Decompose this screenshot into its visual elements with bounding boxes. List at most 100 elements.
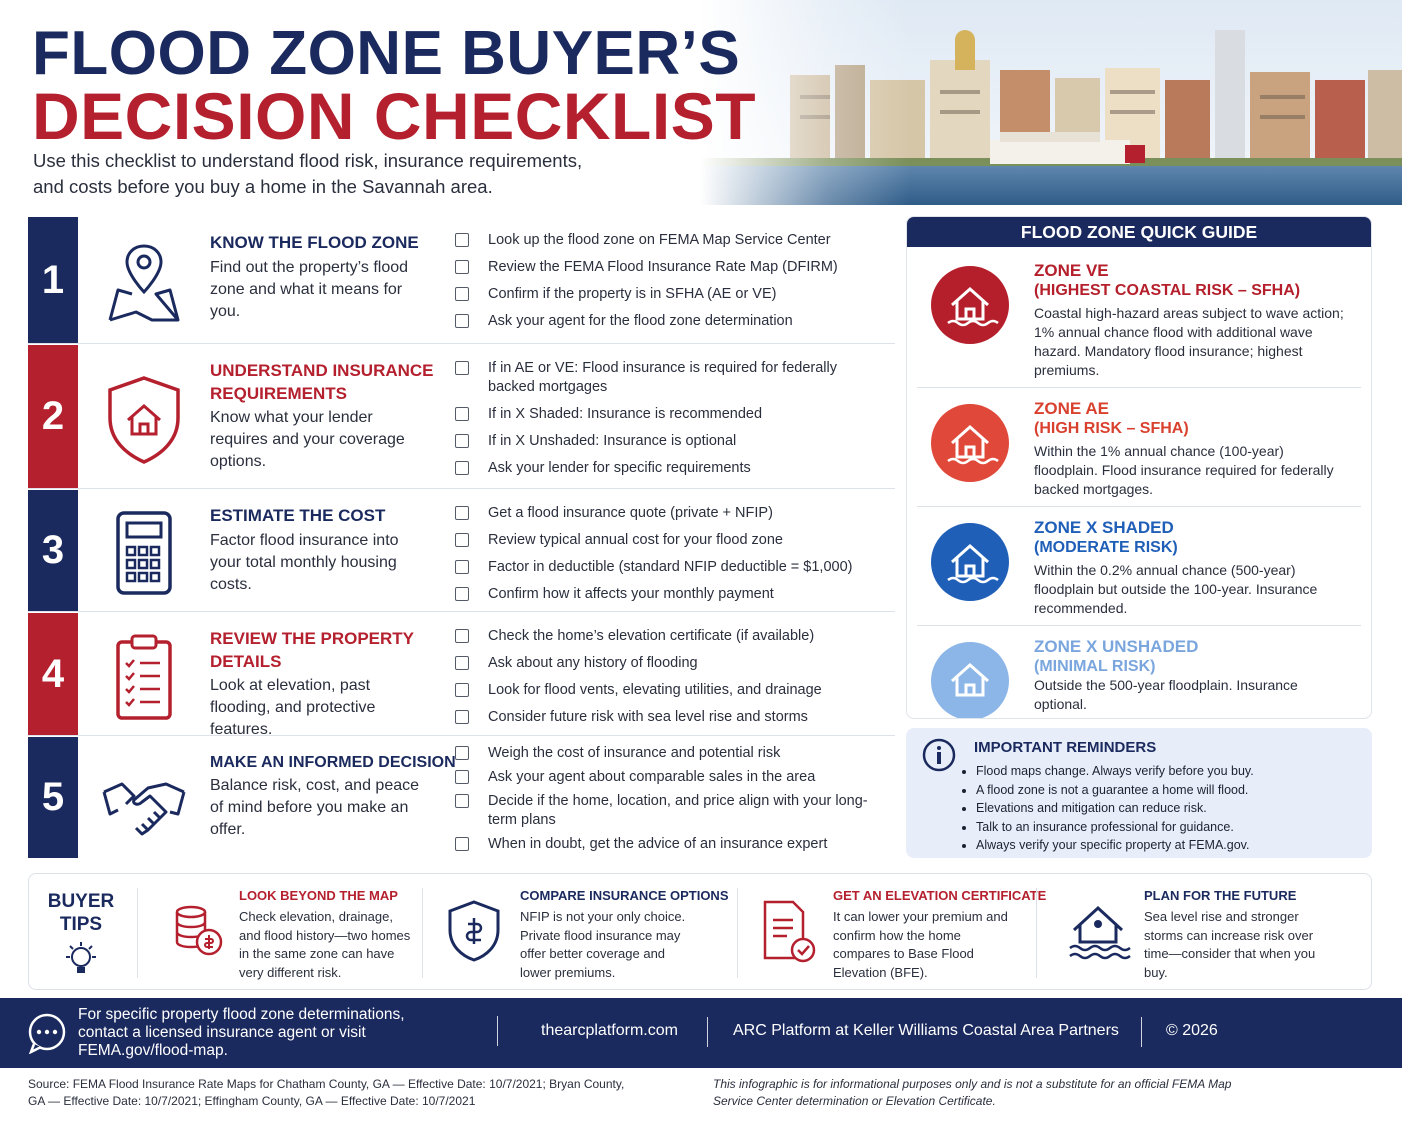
quick-guide-title: FLOOD ZONE QUICK GUIDE: [907, 217, 1371, 247]
step: 4 REVIEW THE PROPERTY DETAILS Look at elev…: [28, 613, 895, 738]
zone-icon: [931, 266, 1009, 344]
reminder-item: Elevations and mitigation can reduce ris…: [976, 799, 1254, 818]
zone-risk: (HIGH RISK – SFHA): [1034, 420, 1189, 437]
zone-risk: (HIGHEST COASTAL RISK – SFHA): [1034, 282, 1301, 299]
step-icon: [108, 376, 180, 464]
checklist-item: Ask about any history of flooding: [455, 654, 885, 673]
source-note: Source: FEMA Flood Insurance Rate Maps f…: [28, 1077, 625, 1108]
checklist-item: Confirm how it affects your monthly paym…: [455, 585, 885, 604]
step-number: 5: [28, 737, 78, 858]
step-description: Find out the property’s flood zone and w…: [210, 259, 409, 320]
step-icon: [116, 511, 172, 595]
buyer-tips: BUYER TIPS LOOK BEYOND THE MAP Check elev…: [28, 873, 1372, 990]
step-description: Factor flood insurance into your total m…: [210, 532, 399, 593]
zone-risk: (MINIMAL RISK): [1034, 658, 1156, 675]
checklist-items: Get a flood insurance quote (private + N…: [455, 504, 885, 612]
step-number: 2: [28, 345, 78, 488]
zone-description: Coastal high-hazard areas subject to wav…: [1034, 305, 1344, 378]
footer-copyright: © 2026: [1166, 1022, 1218, 1039]
zone-name: ZONE X UNSHADED: [1034, 637, 1199, 656]
checklist-item: Confirm if the property is in SFHA (AE o…: [455, 285, 885, 304]
checklist-item: If in X Shaded: Insurance is recommended: [455, 405, 885, 424]
tip-text: Sea level rise and stronger storms can i…: [1144, 909, 1316, 981]
separator: [1036, 888, 1037, 978]
tip-text: It can lower your premium and confirm ho…: [833, 909, 1008, 981]
step: 3 ESTIMATE THE COST Factor flood insurance…: [28, 490, 895, 612]
disclaimer: This infographic is for informational pu…: [713, 1077, 1232, 1108]
title: DECISION CHECKLIST: [32, 79, 757, 153]
checklist: 1 KNOW THE FLOOD ZONE Find out the propert…: [28, 217, 895, 858]
reminder-item: Always verify your specific property at …: [976, 836, 1254, 855]
zone-name: ZONE AE: [1034, 399, 1109, 418]
zone-description: Outside the 500-year floodplain. Insuran…: [1034, 677, 1298, 712]
zone-icon: [931, 404, 1009, 482]
tip-icon: [1069, 905, 1131, 960]
separator: [137, 888, 138, 978]
tip-icon: [763, 900, 816, 963]
footer-website[interactable]: thearcplatform.com: [541, 1022, 678, 1039]
chat-icon: [28, 1013, 66, 1054]
step-number: 4: [28, 613, 78, 735]
checklist-item: Factor in deductible (standard NFIP dedu…: [455, 558, 885, 577]
tip-text: NFIP is not your only choice. Private fl…: [520, 909, 686, 981]
checklist-item: Consider future risk with sea level rise…: [455, 708, 885, 727]
zone-description: Within the 1% annual chance (100-year) f…: [1034, 443, 1334, 497]
separator: [1141, 1017, 1142, 1047]
tip-title: LOOK BEYOND THE MAP: [239, 888, 398, 903]
checklist-item: When in doubt, get the advice of an insu…: [455, 835, 885, 854]
checklist-item: If in X Unshaded: Insurance is optional: [455, 432, 885, 451]
reminder-item: A flood zone is not a guarantee a home w…: [976, 781, 1254, 800]
zone-icon: [931, 642, 1009, 718]
zone: ZONE AE (HIGH RISK – SFHA) Within the 1% a…: [917, 389, 1361, 507]
step-title: MAKE AN INFORMED DECISION: [210, 754, 456, 771]
step-title: UNDERSTAND INSURANCE REQUIREMENTS: [210, 361, 434, 403]
tip-title: GET AN ELEVATION CERTIFICATE: [833, 888, 1047, 903]
reminder-item: Flood maps change. Always verify before …: [976, 762, 1254, 781]
step: 5 MAKE AN INFORMED DECISION Balance risk, …: [28, 737, 895, 858]
step-title: REVIEW THE PROPERTY DETAILS: [210, 629, 414, 671]
separator: [422, 888, 423, 978]
tip-title: PLAN FOR THE FUTURE: [1144, 888, 1297, 903]
step: 1 KNOW THE FLOOD ZONE Find out the propert…: [28, 217, 895, 344]
checklist-item: If in AE or VE: Flood insurance is requi…: [455, 359, 885, 397]
tip-icon: [175, 905, 223, 956]
separator: [707, 1017, 708, 1047]
checklist-items: If in AE or VE: Flood insurance is requi…: [455, 359, 885, 486]
zone-description: Within the 0.2% annual chance (500-year)…: [1034, 562, 1318, 616]
tip-text: Check elevation, drainage, and flood his…: [239, 909, 411, 981]
zone: ZONE X SHADED (MODERATE RISK) Within the 0…: [917, 508, 1361, 626]
zone-name: ZONE X SHADED: [1034, 518, 1174, 537]
checklist-item: Weigh the cost of insurance and potentia…: [455, 744, 885, 763]
zone: ZONE X UNSHADED (MINIMAL RISK) Outside the…: [917, 627, 1361, 718]
checklist-item: Review the FEMA Flood Insurance Rate Map…: [455, 258, 885, 277]
checklist-item: Ask your agent for the flood zone determ…: [455, 312, 885, 331]
separator: [737, 888, 738, 978]
bulb-icon: [66, 942, 96, 973]
checklist-items: Weigh the cost of insurance and potentia…: [455, 744, 885, 859]
footer-company: ARC Platform at Keller Williams Coastal …: [733, 1022, 1119, 1039]
step-description: Balance risk, cost, and peace of mind be…: [210, 777, 420, 838]
reminders-list: Flood maps change. Always verify before …: [962, 762, 1254, 855]
tip-title: COMPARE INSURANCE OPTIONS: [520, 888, 729, 903]
quick-guide: FLOOD ZONE QUICK GUIDE ZONE VE (HIGHEST C…: [906, 216, 1372, 719]
checklist-items: Look up the flood zone on FEMA Map Servi…: [455, 231, 885, 339]
checklist-item: Ask your lender for specific requirement…: [455, 459, 885, 478]
step-title: ESTIMATE THE COST: [210, 506, 386, 525]
separator: [497, 1016, 498, 1046]
checklist-item: Ask your agent about comparable sales in…: [455, 768, 885, 787]
zone: ZONE VE (HIGHEST COASTAL RISK – SFHA) Coas…: [917, 251, 1361, 388]
zone-icon: [931, 523, 1009, 601]
step-number: 1: [28, 217, 78, 343]
checklist-items: Check the home’s elevation certificate (…: [455, 627, 885, 735]
step-number: 3: [28, 490, 78, 611]
step-title: KNOW THE FLOOD ZONE: [210, 233, 419, 252]
title: FLOOD ZONE BUYER’S: [32, 19, 741, 88]
step-icon: [108, 244, 180, 322]
info-icon: [922, 738, 956, 772]
buyer-tips-title: BUYER TIPS: [47, 891, 115, 935]
footer: For specific property flood zone determi…: [0, 998, 1402, 1068]
step: 2 UNDERSTAND INSURANCE REQUIREMENTS Know w…: [28, 345, 895, 489]
step-icon: [116, 634, 172, 720]
